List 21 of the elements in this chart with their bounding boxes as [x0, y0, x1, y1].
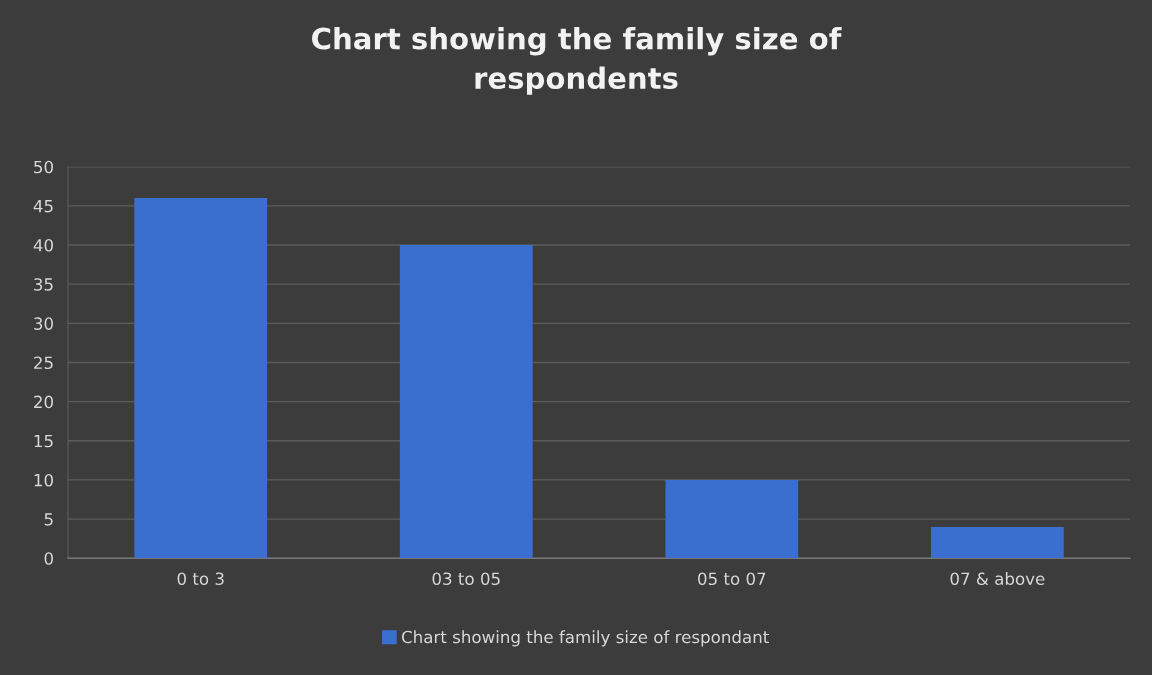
y-tick-label: 30	[34, 317, 53, 330]
bar	[134, 198, 268, 559]
x-tick-label: 0 to 3	[177, 572, 224, 586]
chart-title: Chart showing the family size of respondents	[312, 27, 842, 95]
y-tick-label: 50	[34, 160, 53, 174]
y-tick-label: 15	[34, 434, 53, 448]
y-tick-label: 5	[44, 513, 53, 526]
y-tick-label: 10	[34, 473, 53, 487]
y-tick-label: 0	[44, 552, 53, 565]
y-tick-label: 45	[33, 200, 53, 213]
legend-label: Chart showing the family size of respondant	[401, 630, 769, 647]
bar	[930, 526, 1064, 559]
bar	[665, 479, 799, 559]
x-tick-label: 07 & above	[950, 572, 1045, 586]
y-tick-label: 40	[33, 238, 53, 252]
y-tick-label: 25	[34, 356, 53, 370]
bar	[399, 245, 533, 559]
x-tick-label: 05 to 07	[698, 572, 766, 586]
y-tick-label: 20	[34, 395, 53, 409]
x-tick-label: 03 to 05	[432, 572, 500, 586]
y-tick-label: 35	[34, 278, 53, 291]
